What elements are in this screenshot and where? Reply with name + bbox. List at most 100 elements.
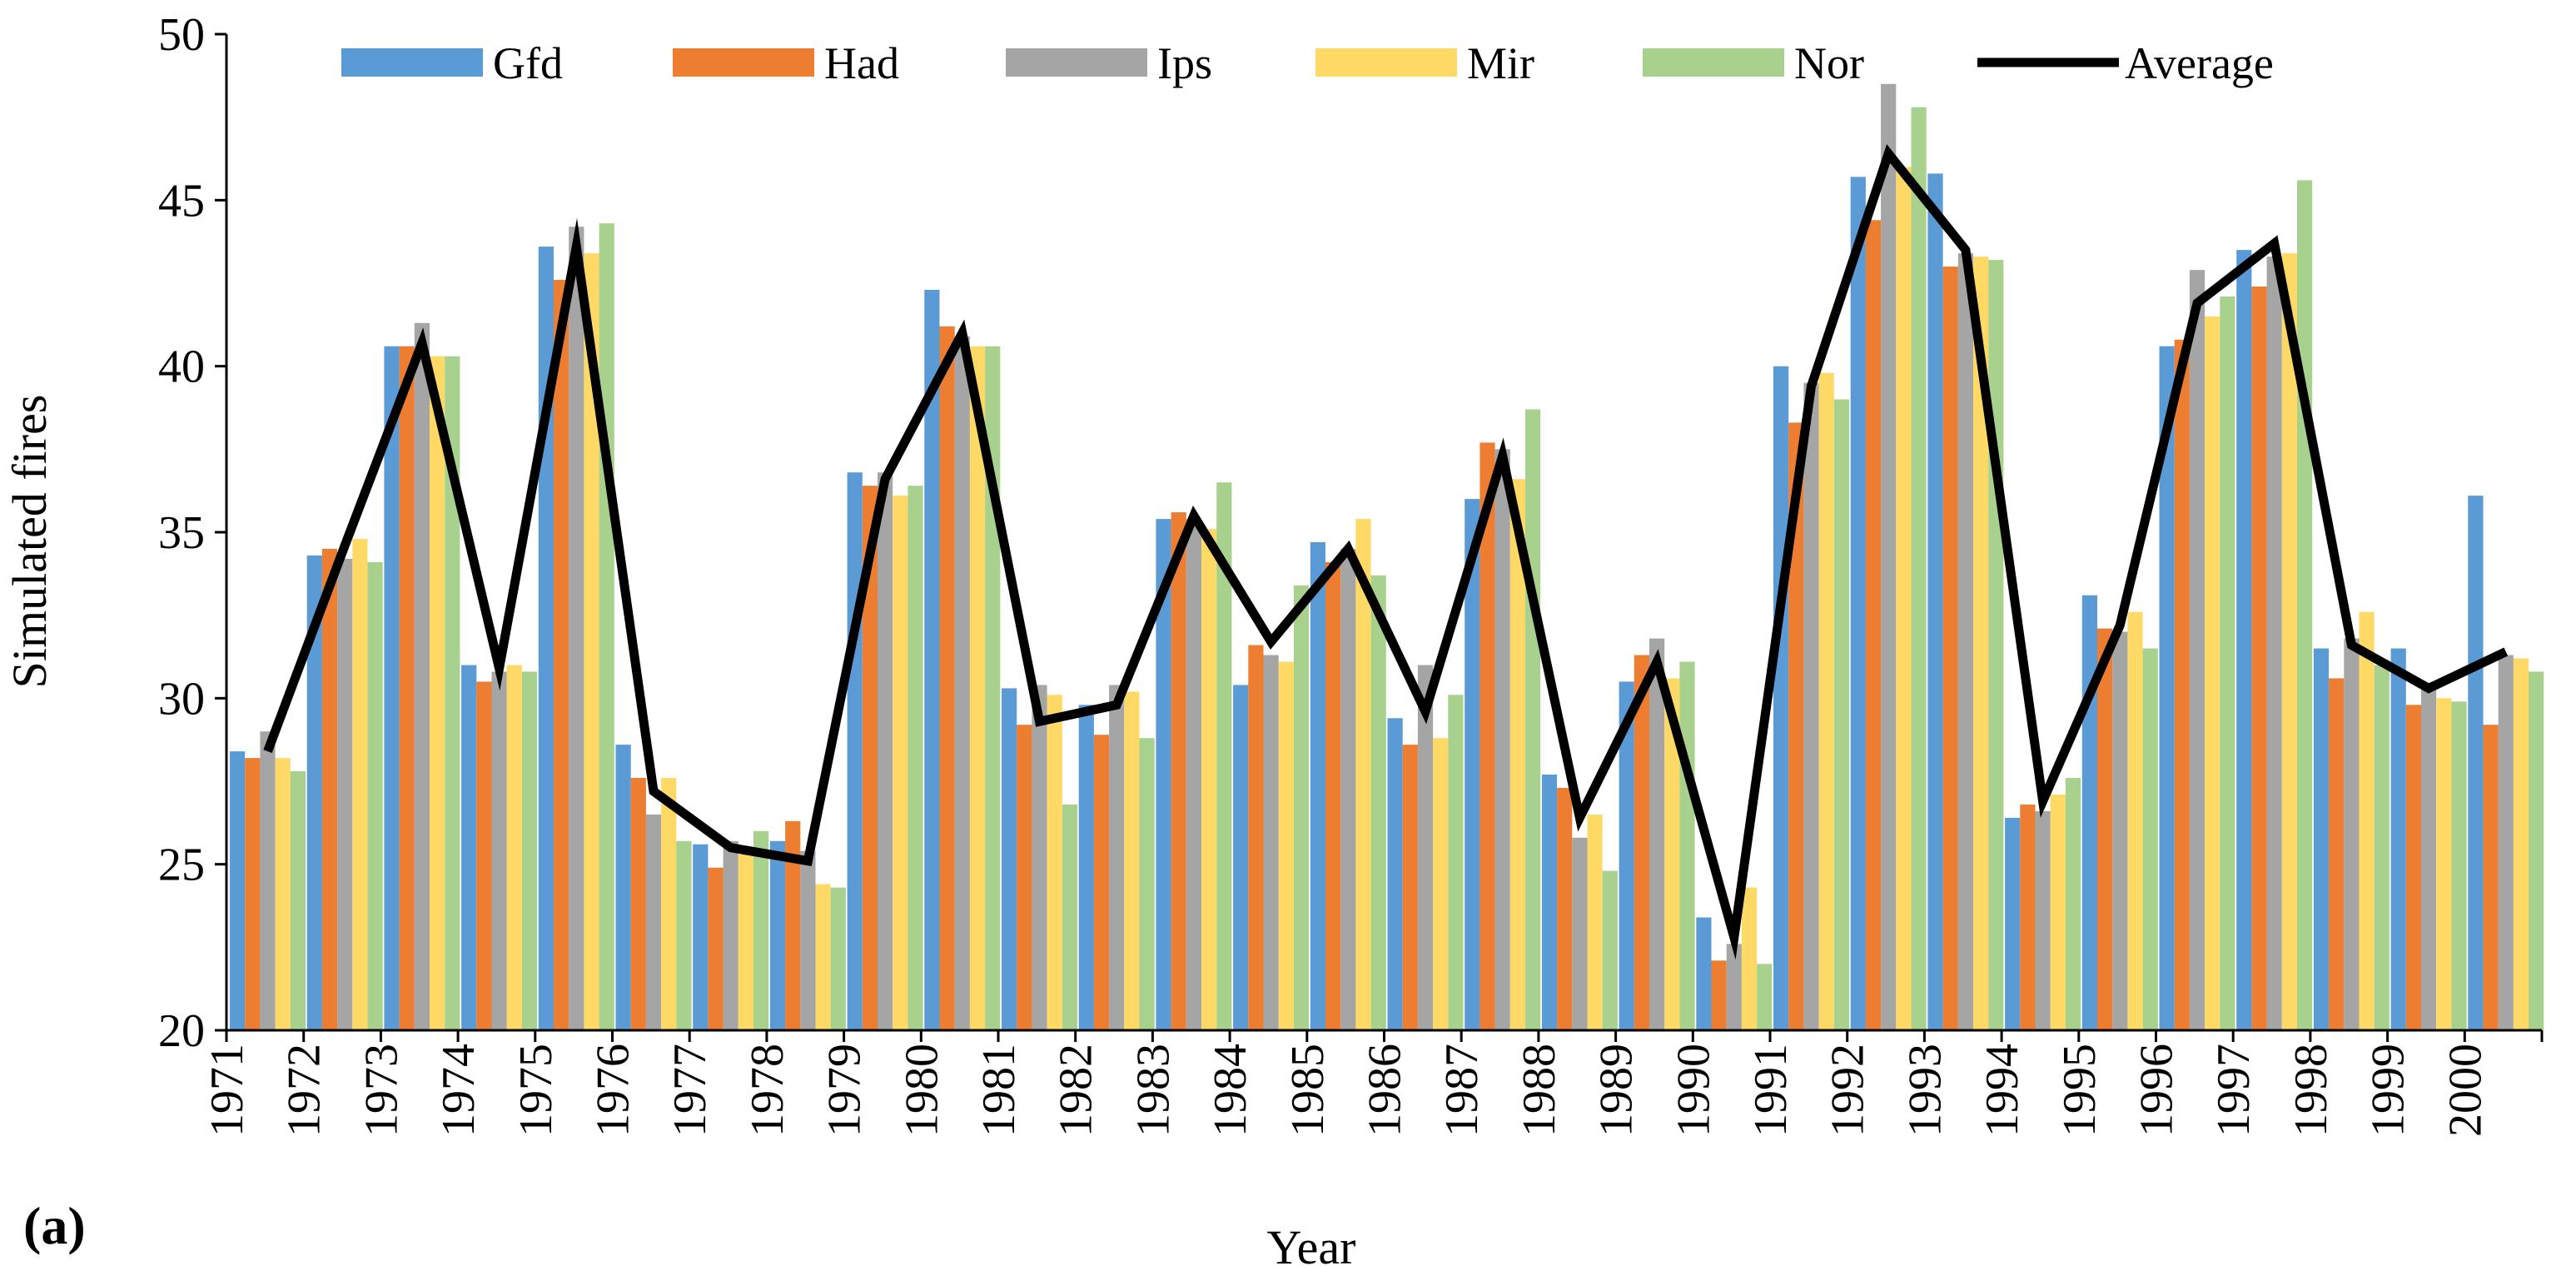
bar-mir-1984 [1278,661,1294,1030]
legend-label-nor: Nor [1794,38,1864,88]
bar-mir-1993 [1973,257,1989,1031]
x-tick-label-1983: 1983 [1127,1044,1179,1137]
legend-swatch-ips [1006,48,1147,77]
bar-mir-1985 [1355,519,1371,1030]
x-tick-label-1990: 1990 [1668,1044,1719,1137]
bar-nor-1998 [2374,665,2390,1030]
legend-label-average: Average [2125,38,2274,88]
legend-label-gfd: Gfd [493,38,563,88]
bar-ips-1978 [800,850,816,1030]
bar-mir-1986 [1433,738,1449,1030]
bar-had-1977 [708,867,724,1030]
bar-gfd-1986 [1387,718,1403,1030]
bar-nor-1988 [1602,870,1618,1030]
x-tick-label-1999: 1999 [2363,1044,2414,1137]
x-tick-label-1994: 1994 [1977,1044,2028,1137]
bar-nor-1983 [1216,482,1232,1030]
bar-gfd-1972 [306,555,322,1030]
x-tick-label-1987: 1987 [1436,1044,1488,1137]
bar-mir-1972 [352,539,368,1030]
y-axis-title: Simulated fires [2,395,57,689]
x-tick-label-1974: 1974 [433,1044,485,1137]
bar-nor-1984 [1293,585,1310,1030]
bar-mir-1989 [1664,678,1680,1030]
bar-had-1997 [2251,287,2267,1030]
x-tick-label-1977: 1977 [664,1044,716,1137]
bar-ips-1988 [1572,837,1588,1030]
bar-ips-1991 [1803,382,1819,1031]
bar-gfd-1983 [1156,519,1171,1030]
x-tick-label-1979: 1979 [819,1044,871,1137]
bar-gfd-1999 [2390,648,2406,1030]
bar-ips-1989 [1649,638,1665,1030]
x-tick-label-1992: 1992 [1823,1044,1874,1137]
bar-mir-1995 [2127,611,2143,1030]
bar-mir-1999 [2436,698,2452,1030]
bar-gfd-1998 [2313,648,2330,1030]
bar-had-1990 [1711,960,1727,1030]
legend-swatch-gfd [341,48,483,77]
bar-nor-1995 [2142,648,2158,1030]
bar-nor-1977 [753,830,769,1030]
bar-mir-1978 [815,884,831,1030]
bar-had-1998 [2329,678,2345,1030]
axes-layer: 20 25 30 35 40 45 50 1971 1972 1973 1974 1975 1976 19… [158,9,2544,1137]
y-tick-label-45: 45 [158,175,205,227]
x-tick-label-1985: 1985 [1282,1044,1334,1137]
y-tick-label-30: 30 [158,673,205,725]
bar-mir-1992 [1896,167,1912,1030]
bar-mir-1990 [1741,887,1758,1030]
bar-gfd-1980 [924,290,940,1030]
bar-ips-1974 [491,671,507,1030]
bar-ips-1996 [2189,270,2206,1031]
bar-mir-1973 [430,356,445,1030]
bar-had-1995 [2097,628,2113,1030]
bar-mir-1981 [1047,695,1062,1030]
bar-had-1996 [2174,339,2190,1030]
bar-mir-1998 [2359,611,2375,1030]
bar-nor-1993 [1988,260,2004,1031]
average-line-layer [263,144,2509,960]
bar-mir-1997 [2281,253,2297,1031]
bar-ips-1987 [1494,449,1510,1030]
bar-ips-1972 [337,558,353,1030]
bar-layer [230,83,2544,1031]
bar-ips-1999 [2421,688,2437,1030]
bar-gfd-1996 [2159,346,2175,1030]
bar-nor-1996 [2220,296,2235,1030]
bar-ips-1994 [2035,810,2051,1030]
bar-had-1982 [1093,735,1110,1030]
bar-gfd-1973 [384,346,400,1030]
legend-swatch-mir [1315,48,1457,77]
x-tick-label-1982: 1982 [1051,1044,1102,1137]
bar-gfd-1979 [847,472,863,1030]
bar-nor-1972 [367,561,383,1030]
bar-mir-1976 [661,778,677,1030]
bar-ips-1984 [1263,655,1279,1030]
x-tick-label-2000: 2000 [2439,1044,2491,1137]
bar-gfd-1993 [1927,173,1943,1030]
bar-had-1975 [554,280,569,1030]
bar-gfd-1978 [769,840,786,1030]
bar-nor-1986 [1448,695,1464,1030]
bar-ips-1980 [954,336,970,1030]
bar-ips-1979 [878,472,893,1030]
bar-had-1980 [939,326,955,1030]
bar-gfd-1997 [2236,250,2252,1031]
bar-mir-2000 [2513,658,2529,1030]
bar-mir-1996 [2205,316,2220,1030]
bar-mir-1991 [1818,372,1834,1031]
bar-ips-1982 [1109,685,1125,1030]
bar-gfd-1992 [1850,177,1866,1030]
x-tick-label-1978: 1978 [742,1044,793,1137]
bar-gfd-1982 [1078,705,1094,1030]
bar-gfd-2000 [2468,496,2484,1030]
bar-nor-1987 [1525,409,1541,1030]
bar-ips-1995 [2112,631,2128,1030]
bar-gfd-1984 [1233,685,1249,1030]
bar-had-1988 [1557,788,1573,1030]
x-tick-label-1971: 1971 [201,1044,253,1137]
x-tick-label-1972: 1972 [279,1044,331,1137]
bar-gfd-1989 [1619,681,1634,1030]
bar-ips-1990 [1726,944,1742,1030]
